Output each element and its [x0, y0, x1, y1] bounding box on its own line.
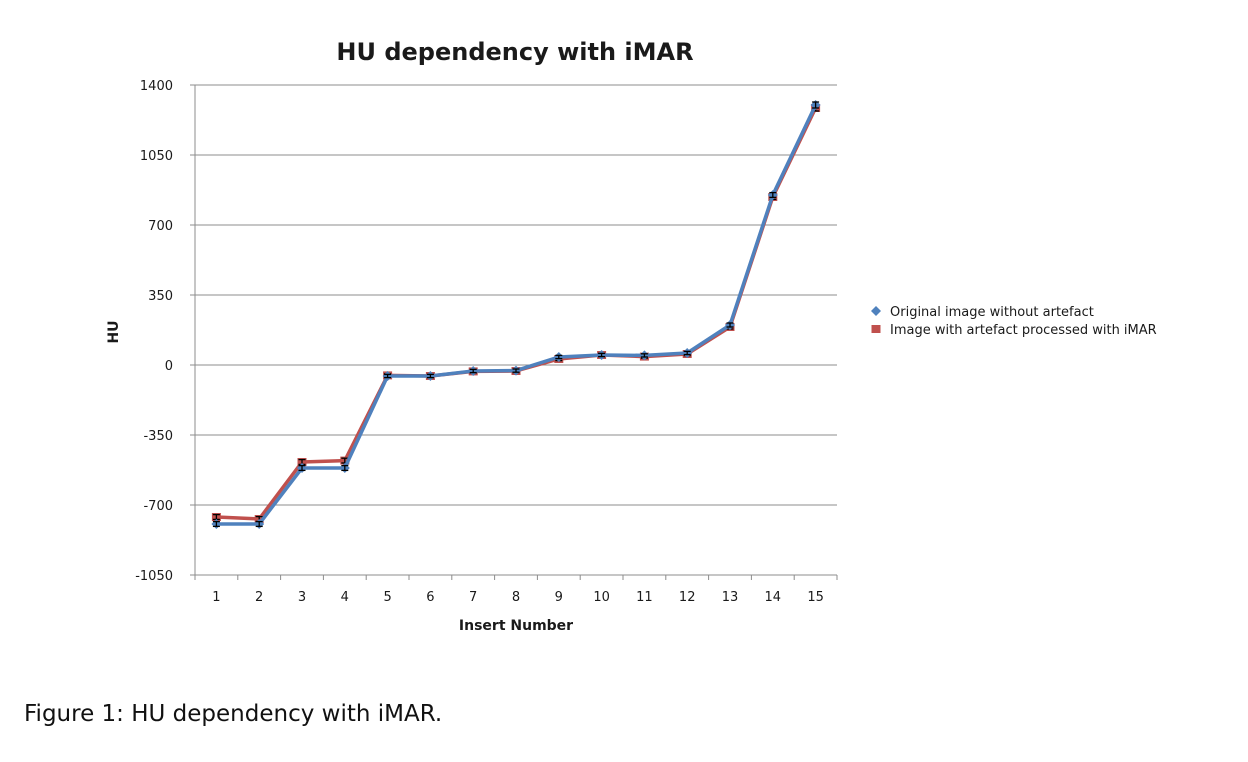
legend: Original image without artefact Image wit… — [871, 305, 1157, 338]
y-tick-label: 700 — [148, 219, 173, 234]
legend-marker-1 — [871, 325, 881, 333]
x-tick-label: 14 — [765, 590, 782, 605]
chart-title: HU dependency with iMAR — [336, 38, 693, 66]
data-point — [297, 463, 307, 473]
data-point — [810, 100, 821, 110]
data-point — [425, 371, 436, 381]
x-tick-label: 3 — [298, 590, 306, 605]
legend-label-1: Image with artefact processed with iMAR — [890, 323, 1157, 338]
y-tick-label: -700 — [143, 499, 173, 514]
y-tick-label: 350 — [148, 289, 173, 304]
data-point — [468, 366, 479, 376]
x-axis-label: Insert Number — [459, 618, 573, 634]
y-tick-label: 1050 — [140, 149, 173, 164]
data-point — [725, 320, 735, 330]
y-tick-label: 1400 — [140, 79, 173, 94]
legend-label-0: Original image without artefact — [890, 305, 1094, 320]
x-tick-label: 12 — [679, 590, 696, 605]
data-point — [382, 371, 393, 381]
x-tick-label: 7 — [469, 590, 477, 605]
y-axis-ticks: 1400 1050 700 350 0 -350 -700 -1050 — [135, 79, 195, 584]
x-tick-label: 6 — [426, 590, 434, 605]
x-tick-label: 10 — [593, 590, 610, 605]
x-tick-label: 4 — [341, 590, 349, 605]
legend-marker-0 — [871, 306, 881, 316]
gridlines — [194, 84, 837, 576]
y-tick-label: 0 — [165, 359, 173, 374]
data-point — [682, 348, 693, 358]
figure-caption: Figure 1: HU dependency with iMAR. — [24, 701, 443, 727]
data-point — [511, 365, 521, 376]
data-point — [339, 463, 350, 473]
y-axis-label: HU — [106, 320, 122, 343]
x-tick-label: 2 — [255, 590, 263, 605]
y-tick-label: -350 — [143, 429, 173, 444]
x-tick-label: 11 — [636, 590, 653, 605]
x-tick-label: 9 — [555, 590, 563, 605]
x-tick-label: 15 — [807, 590, 824, 605]
y-tick-label: -1050 — [135, 569, 173, 584]
data-point — [596, 350, 607, 360]
x-tick-label: 5 — [383, 590, 391, 605]
data-point — [211, 519, 222, 529]
data-point — [639, 350, 650, 361]
x-tick-label: 8 — [512, 590, 520, 605]
data-point — [767, 190, 778, 200]
chart: HU dependency with iMAR 1400 1050 700 350 0 -… — [106, 38, 1157, 634]
x-axis-ticks: 1 2 3 4 5 6 7 8 9 10 11 12 13 14 15 — [194, 575, 838, 605]
x-tick-label: 1 — [212, 590, 220, 605]
data-point — [553, 352, 564, 362]
series-layer — [211, 100, 821, 529]
x-tick-label: 13 — [722, 590, 739, 605]
series-line-1 — [216, 107, 818, 521]
data-point — [254, 519, 265, 529]
